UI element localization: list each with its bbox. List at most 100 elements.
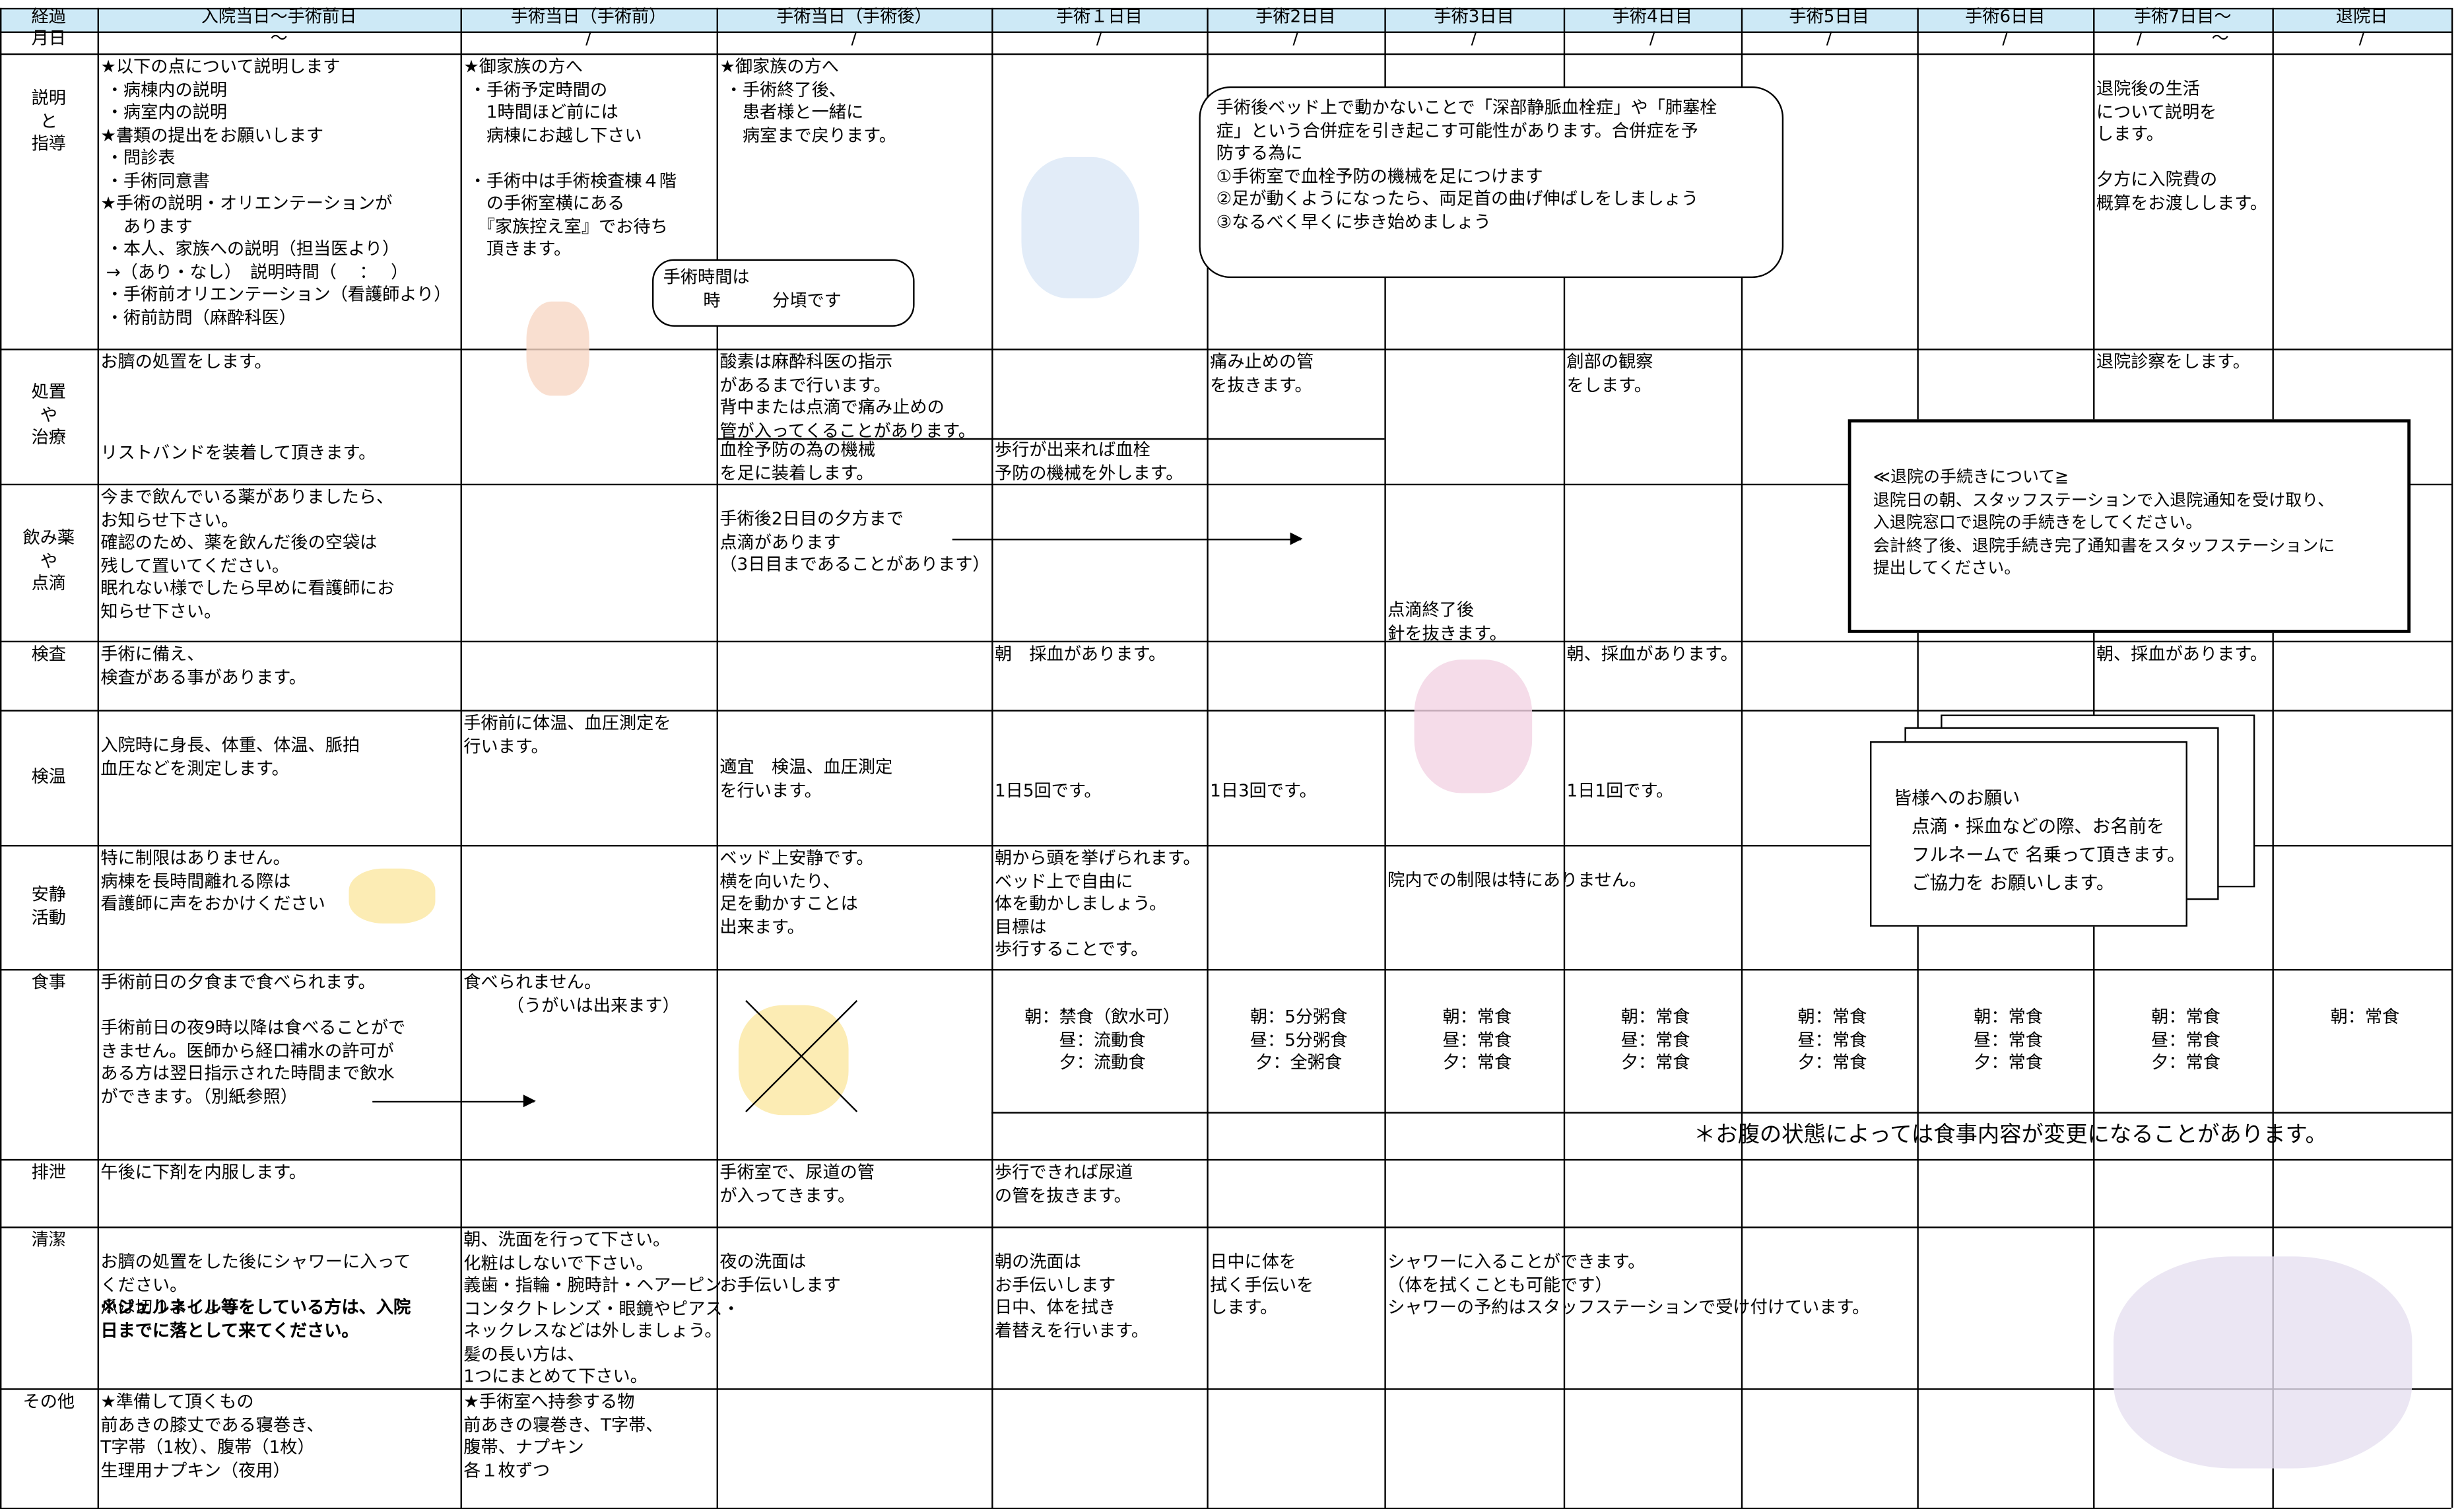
date-mark: / xyxy=(851,28,857,49)
row-label: 清潔 xyxy=(31,1229,66,1250)
cell-text: 手術に備え、 検査がある事があります。 xyxy=(100,644,307,687)
column-header: 手術5日目 xyxy=(1789,6,1869,27)
column-header: 手術当日（手術前） xyxy=(510,6,667,27)
cell-text: 手術前日の夕食まで食べられます。 手術前日の夜9時以降は食べることがで きません… xyxy=(100,972,406,1107)
row-label: 説明 と 指導 xyxy=(31,88,66,154)
cell-text: 退院診察をします。 xyxy=(2096,351,2250,372)
cell-text: 1日3回です。 xyxy=(1210,780,1317,801)
cell-text: 酸素は麻酔科医の指示 があるまで行います。 背中または点滴で痛み止めの 管が入っ… xyxy=(719,351,976,441)
row-label: 検査 xyxy=(31,644,66,665)
column-header: 手術当日（手術後） xyxy=(776,6,932,27)
grid-line xyxy=(0,710,2451,712)
illustration xyxy=(738,1005,849,1116)
grid-line xyxy=(0,53,2451,55)
cell-text: 朝：常食 昼：常食 夕：常食 xyxy=(1620,1007,1690,1073)
column-header: 手術6日目 xyxy=(1965,6,2046,27)
grid-line xyxy=(2451,7,2453,1508)
cell-text: 適宜 検温、血圧測定 を行います。 xyxy=(719,756,893,801)
illustration xyxy=(2114,1256,2413,1469)
row-label: 排泄 xyxy=(31,1162,66,1183)
date-mark: / xyxy=(1471,28,1477,49)
grid-line xyxy=(2272,7,2274,1508)
column-header: 手術3日目 xyxy=(1434,6,1514,27)
cell-text: シャワーに入ることができます。 （体を拭くことも可能です） シャワーの予約はスタ… xyxy=(1387,1252,1870,1318)
cell-text: 痛み止めの管 を抜きます。 xyxy=(1210,351,1314,395)
grid-line xyxy=(0,31,2451,33)
grid-line xyxy=(716,7,718,1508)
lower-cell-text: 歩行が出来れば血栓 予防の機械を外します。 xyxy=(994,440,1183,483)
cell-text: 日中に体を 拭く手伝いを します。 xyxy=(1210,1252,1314,1318)
date-mark: / xyxy=(1649,28,1655,49)
grid-line xyxy=(991,1112,2451,1114)
grid-line xyxy=(1207,7,1209,1508)
illustration xyxy=(349,868,436,923)
cell-text: 朝：常食 昼：常食 夕：常食 xyxy=(1974,1007,2043,1073)
grid-line xyxy=(460,7,462,1508)
date-mark: / xyxy=(1826,28,1832,49)
grid-line xyxy=(0,1158,2451,1161)
grid-line xyxy=(1563,7,1566,1508)
arrow-head xyxy=(1290,532,1303,545)
cell-text: 1日1回です。 xyxy=(1566,780,1674,801)
grid-line xyxy=(0,640,2451,643)
cell-text: ★手術室へ持参する物 前あきの寝巻き、T字帯、 腹帯、ナプキン 各１枚ずつ xyxy=(463,1391,663,1481)
column-header: 手術１日目 xyxy=(1055,6,1143,27)
cell-text: 午後に下剤を内服します。 xyxy=(100,1162,307,1183)
arrow-head xyxy=(523,1094,536,1108)
grid-line xyxy=(0,349,2451,351)
cell-text: ★以下の点について説明します ・病棟内の説明 ・病室内の説明 ★書類の提出をお願… xyxy=(100,56,451,328)
cell-text: 退院後の生活 について説明を します。 夕方に入院費の 概算をお渡しします。 xyxy=(2096,78,2268,213)
header-band xyxy=(0,7,2451,32)
column-header: 経過 xyxy=(31,6,66,27)
cell-text: ベッド上安静です。 横を向いたり、 足を動かすことは 出来ます。 xyxy=(719,848,874,937)
arrow-line xyxy=(372,1100,535,1103)
grid-line xyxy=(1384,7,1386,1508)
lower-cell-text: 血栓予防の為の機械 を足に装着します。 xyxy=(719,440,876,483)
row-label: その他 xyxy=(22,1391,75,1412)
cell-text: お臍の処置をします。 リストバンドを装着して頂きます。 xyxy=(100,351,376,463)
cell-text: 朝の洗面は お手伝いします 日中、体を拭き 着替えを行います。 xyxy=(994,1252,1149,1341)
arrow-line xyxy=(952,539,1302,541)
date-mark: / xyxy=(1292,28,1299,49)
grid-line xyxy=(0,1388,2451,1390)
cell-text: 朝：常食 昼：常食 夕：常食 xyxy=(2151,1007,2220,1073)
row-label: 飲み薬 や 点滴 xyxy=(22,528,75,594)
cell-text: 創部の観察 をします。 xyxy=(1566,351,1653,395)
warning-text: ※ジェルネイル等をしている方は、入院 日までに落として来てください。 xyxy=(100,1297,411,1341)
illustration xyxy=(1414,659,1533,793)
column-header: 手術7日目～ xyxy=(2133,6,2232,27)
speech-bubble: 手術後ベッド上で動かないことで「深部静脈血栓症」や「肺塞栓 症」という合併症を引… xyxy=(1199,86,1784,279)
speech-bubble: 手術時間は 時 分頃です xyxy=(651,259,915,327)
grid-line xyxy=(716,438,1385,440)
column-header: 手術2日目 xyxy=(1255,6,1336,27)
grid-line xyxy=(0,845,2451,847)
grid-line xyxy=(0,483,2451,486)
cell-text: 今まで飲んでいる薬がありましたら、 お知らせ下さい。 確認のため、薬を飲んだ後の… xyxy=(100,486,395,621)
row-label: 処置 や 治療 xyxy=(31,382,66,448)
column-header: 入院当日～手術前日 xyxy=(201,6,357,27)
cell-text: 夜の洗面は お手伝いします xyxy=(719,1252,841,1295)
cell-text: 院内での制限は特にありません。 xyxy=(1387,870,1647,891)
grid-line xyxy=(97,7,99,1508)
row-label: 安静 活動 xyxy=(31,884,66,927)
notice-box: ≪退院の手続きについて≧ 退院日の朝、スタッフステーションで入退院通知を受け取り… xyxy=(1848,419,2411,633)
grid-line xyxy=(0,1226,2451,1228)
cell-text: お臍の処置をした後にシャワーに入って ください。 爪は切りましょう xyxy=(100,1252,411,1318)
cell-text: 朝：常食 昼：常食 夕：常食 xyxy=(1797,1007,1867,1073)
cell-text: 特に制限はありません。 病棟を長時間離れる際は 看護師に声をおかけください xyxy=(100,848,325,914)
cell-text: 朝、採血があります。 xyxy=(1566,644,1738,665)
date-mark: / xyxy=(2002,28,2009,49)
notice-paper: 皆様へのお願い 点滴・採血などの際、お名前を フルネームで 名乗って頂きます。 … xyxy=(1870,741,2187,927)
grid-line xyxy=(1741,7,1743,1508)
cell-text: 朝から頭を挙げられます。 ベッド上で自由に 体を動かしましょう。 目標は 歩行す… xyxy=(994,848,1201,960)
grid-line xyxy=(0,968,2451,971)
cell-text: 朝：常食 昼：常食 夕：常食 xyxy=(1442,1007,1512,1073)
grid-line xyxy=(0,7,2,1508)
illustration xyxy=(526,301,589,396)
cell-text: 手術前に体温、血圧測定を 行います。 xyxy=(463,713,671,756)
cell-text: 手術室で、尿道の管 が入ってきます。 xyxy=(719,1162,875,1206)
date-mark: / xyxy=(585,28,591,49)
illustration xyxy=(1021,156,1140,299)
